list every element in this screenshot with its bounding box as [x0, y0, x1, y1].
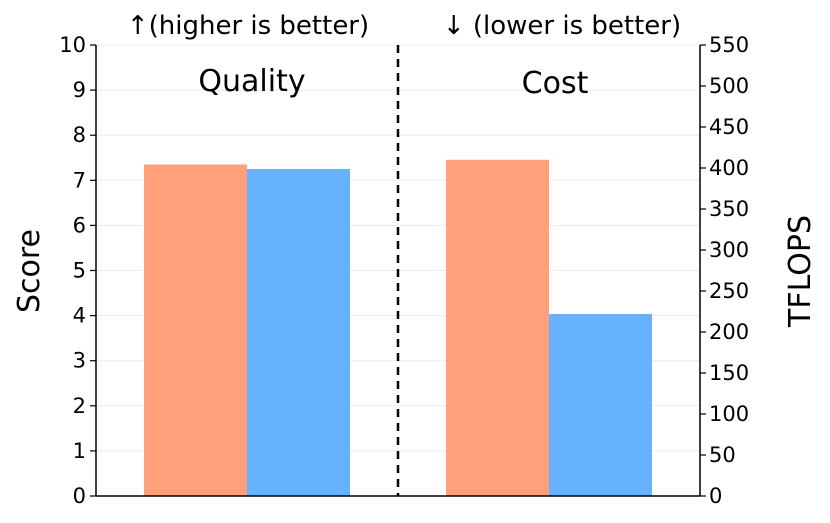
y-tick-label-right: 250 — [709, 279, 749, 303]
y-tick-label-right: 50 — [709, 443, 736, 467]
y-tick-label-right: 150 — [709, 361, 749, 385]
y-tick-label-left: 8 — [73, 123, 86, 147]
left-header-note: ↑(higher is better) — [127, 11, 369, 41]
y-tick-label-left: 10 — [59, 33, 86, 57]
panel-label-cost: Cost — [522, 66, 589, 101]
y-tick-label-right: 100 — [709, 402, 749, 426]
y-tick-label-right: 400 — [709, 156, 749, 180]
right-header-note: ↓ (lower is better) — [443, 11, 681, 41]
bar-quality-1 — [144, 164, 247, 496]
y-tick-label-left: 6 — [73, 213, 86, 237]
y-tick-label-right: 0 — [709, 484, 722, 508]
y-tick-label-right: 350 — [709, 197, 749, 221]
y-tick-label-left: 2 — [73, 394, 86, 418]
y-tick-label-left: 7 — [73, 168, 86, 192]
y-tick-label-left: 9 — [73, 78, 86, 102]
y-tick-label-left: 5 — [73, 259, 86, 283]
y-tick-label-left: 4 — [73, 304, 86, 328]
panel-label-quality: Quality — [198, 64, 305, 99]
y-tick-label-right: 300 — [709, 238, 749, 262]
bar-cost-1 — [446, 159, 549, 497]
y-tick-label-right: 200 — [709, 320, 749, 344]
y-tick-label-right: 500 — [709, 74, 749, 98]
y-tick-label-left: 1 — [73, 439, 86, 463]
y-tick-label-right: 550 — [709, 33, 749, 57]
y-tick-label-left: 0 — [73, 484, 86, 508]
y-tick-label-right: 450 — [709, 115, 749, 139]
bar-quality-2 — [247, 169, 350, 496]
bar-cost-2 — [549, 313, 652, 496]
y-tick-label-left: 3 — [73, 349, 86, 373]
y-axis-label-left: Score — [12, 229, 47, 313]
y-axis-label-right: TFLOPS — [783, 215, 818, 328]
